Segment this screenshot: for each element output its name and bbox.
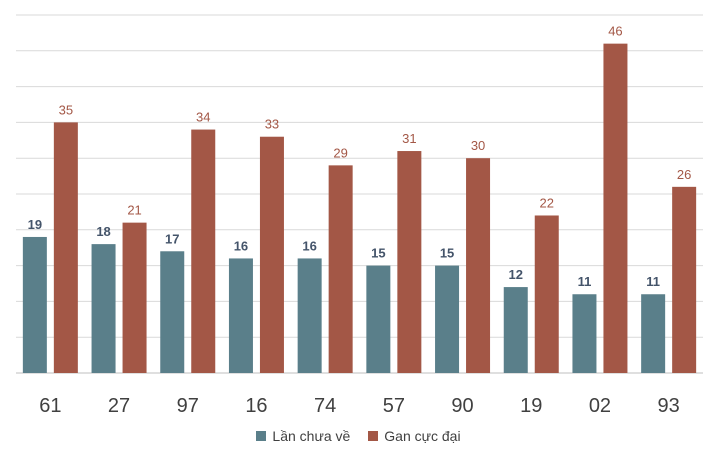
legend: Lần chưa về Gan cực đại xyxy=(0,428,717,444)
bar-lan-chua-ve xyxy=(641,294,666,373)
bar-lan-chua-ve xyxy=(572,294,597,373)
x-tick-label: 61 xyxy=(39,395,61,417)
data-label: 35 xyxy=(59,102,73,117)
data-label: 17 xyxy=(165,231,179,246)
x-tick-label: 57 xyxy=(383,395,405,417)
x-tick-label: 16 xyxy=(245,395,267,417)
bar-lan-chua-ve xyxy=(435,265,460,373)
data-label: 21 xyxy=(127,203,141,218)
data-label: 30 xyxy=(471,138,485,153)
legend-swatch-series-2 xyxy=(368,431,379,441)
data-label: 15 xyxy=(440,246,454,261)
data-label: 15 xyxy=(371,246,385,261)
data-label: 26 xyxy=(677,167,691,182)
data-label: 19 xyxy=(28,217,42,232)
data-label: 16 xyxy=(302,238,316,253)
x-tick-label: 97 xyxy=(177,395,199,417)
data-label: 18 xyxy=(96,224,110,239)
bar-lan-chua-ve xyxy=(228,258,253,373)
bar-gan-cuc-dai xyxy=(53,122,78,374)
legend-item-series-1: Lần chưa về xyxy=(256,428,350,444)
x-tick-label: 90 xyxy=(451,395,473,417)
x-tick-label: 74 xyxy=(314,395,336,417)
legend-swatch-series-1 xyxy=(256,431,267,441)
bar-lan-chua-ve xyxy=(366,265,391,373)
bar-lan-chua-ve xyxy=(91,244,116,373)
legend-item-series-2: Gan cực đại xyxy=(368,428,461,444)
data-label: 22 xyxy=(540,195,554,210)
bar-gan-cuc-dai xyxy=(259,136,284,373)
data-label: 12 xyxy=(509,267,523,282)
data-label: 16 xyxy=(234,238,248,253)
x-tick-label: 93 xyxy=(658,395,680,417)
bar-gan-cuc-dai xyxy=(191,129,216,373)
bar-lan-chua-ve xyxy=(503,287,528,373)
bar-lan-chua-ve xyxy=(297,258,322,373)
bar-gan-cuc-dai xyxy=(466,158,491,373)
data-label: 33 xyxy=(265,117,279,132)
x-tick-label: 27 xyxy=(108,395,130,417)
data-label: 34 xyxy=(196,110,210,125)
data-label: 46 xyxy=(608,24,622,39)
data-label: 11 xyxy=(578,274,592,289)
bar-lan-chua-ve xyxy=(160,251,185,373)
bar-gan-cuc-dai xyxy=(397,151,422,373)
bar-lan-chua-ve xyxy=(22,236,47,373)
bar-gan-cuc-dai xyxy=(672,186,697,373)
bar-gan-cuc-dai xyxy=(534,215,559,373)
x-tick-label: 02 xyxy=(589,395,611,417)
x-tick-label: 19 xyxy=(520,395,542,417)
bar-gan-cuc-dai xyxy=(603,43,628,373)
data-label: 31 xyxy=(402,131,416,146)
bar-gan-cuc-dai xyxy=(122,222,147,373)
legend-label-series-1: Lần chưa về xyxy=(272,428,351,444)
bar-gan-cuc-dai xyxy=(328,165,353,373)
data-label: 29 xyxy=(333,145,347,160)
legend-label-series-2: Gan cực đại xyxy=(384,428,461,444)
data-label: 11 xyxy=(646,274,660,289)
